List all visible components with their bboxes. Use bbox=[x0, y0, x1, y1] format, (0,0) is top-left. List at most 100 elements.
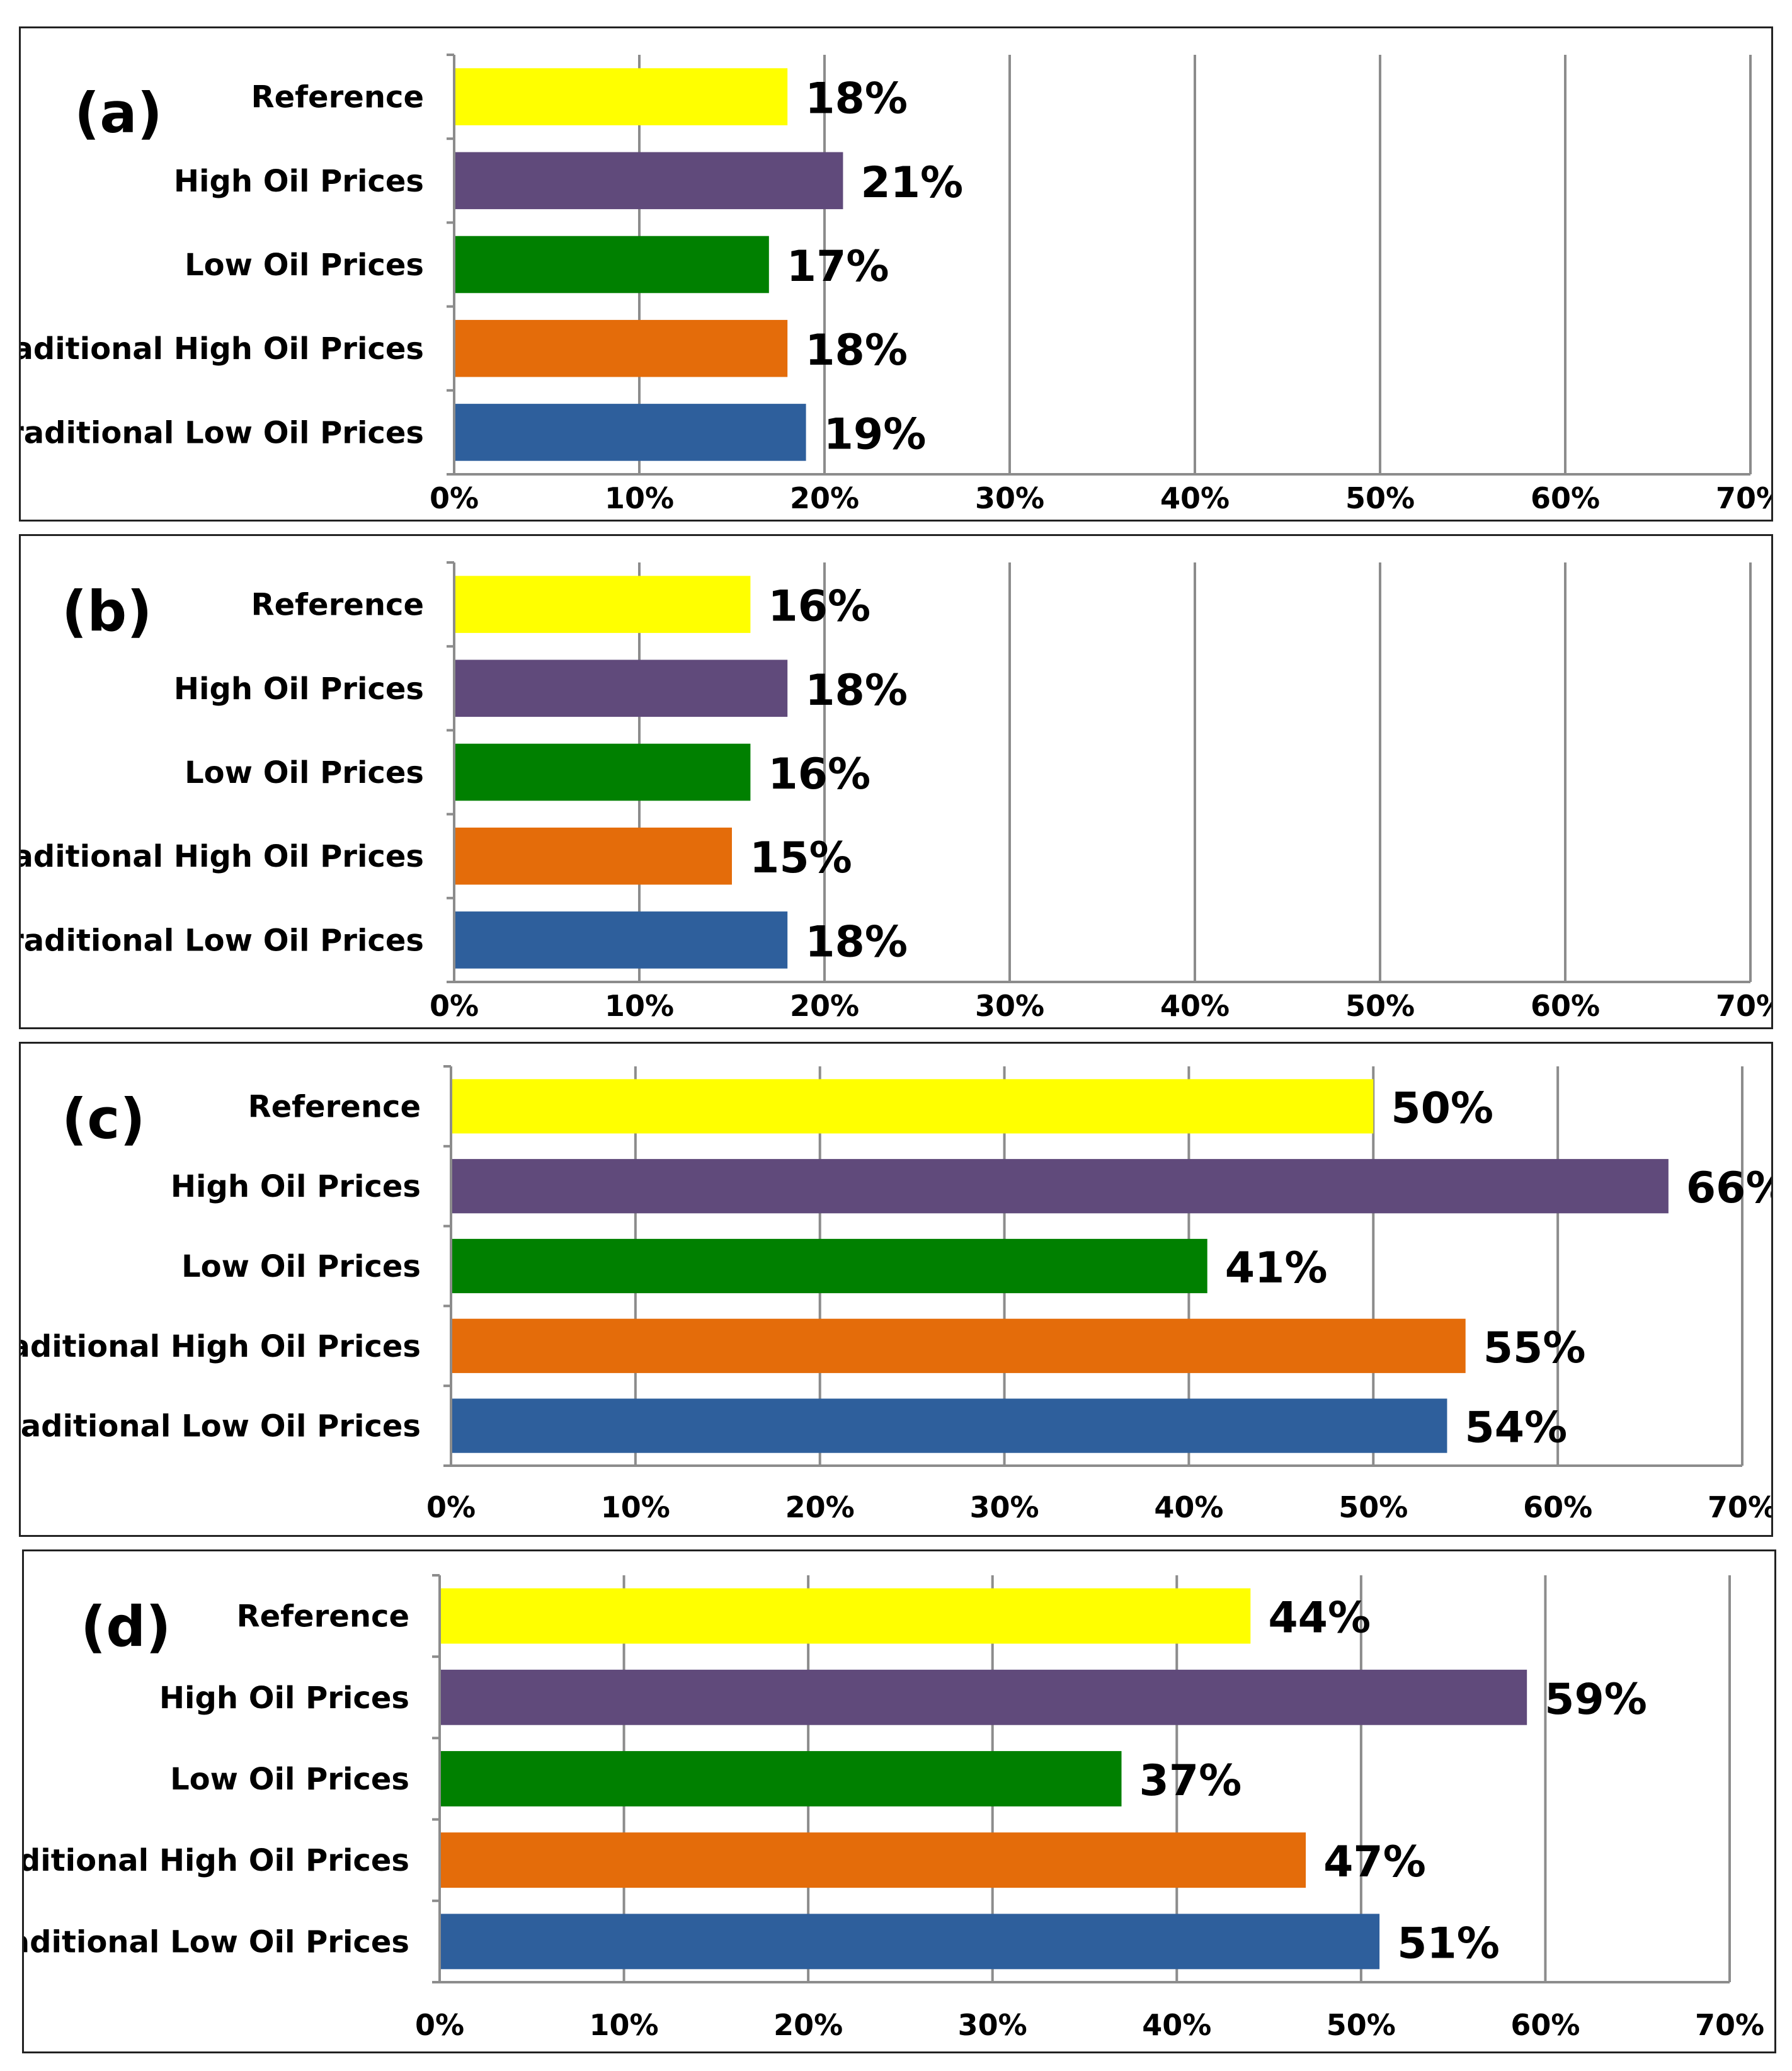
data-label: 59% bbox=[1544, 1675, 1647, 1725]
panel-label: (a) bbox=[74, 81, 163, 145]
data-label: 15% bbox=[750, 833, 852, 883]
chart-svg: 0% 10% 20% 30% 40% 50% 60% 70% Reference 16% High … bbox=[21, 561, 1771, 1023]
data-label: 17% bbox=[787, 242, 889, 292]
x-tick-label: 30% bbox=[958, 2008, 1027, 2042]
category-label: Traditional Low Oil Prices bbox=[24, 1924, 409, 1960]
x-tick-label: 30% bbox=[975, 989, 1044, 1023]
data-label: 18% bbox=[805, 666, 908, 716]
bar bbox=[455, 659, 788, 717]
bar bbox=[452, 1079, 1374, 1134]
category-label: High Oil Prices bbox=[174, 671, 424, 707]
panel-label: (b) bbox=[62, 579, 152, 644]
category-label: Reference bbox=[237, 1599, 409, 1635]
bar bbox=[455, 68, 788, 125]
x-tick-label: 40% bbox=[1160, 481, 1230, 515]
x-tick-label: 0% bbox=[415, 2008, 464, 2042]
category-label: Low Oil Prices bbox=[185, 755, 424, 790]
data-label: 51% bbox=[1397, 1919, 1500, 1968]
category-label: High Oil Prices bbox=[174, 164, 424, 199]
category-label: Traditional High Oil Prices bbox=[21, 331, 424, 367]
x-tick-label: 0% bbox=[430, 989, 479, 1023]
x-tick-label: 40% bbox=[1160, 989, 1230, 1023]
data-label: 18% bbox=[805, 326, 908, 375]
chart-svg: 0% 10% 20% 30% 40% 50% 60% 70% Reference 44% High … bbox=[24, 1574, 1764, 2042]
bar bbox=[455, 404, 806, 461]
x-tick-label: 20% bbox=[790, 989, 859, 1023]
x-tick-label: 70% bbox=[1708, 1490, 1771, 1524]
x-tick-label: 20% bbox=[790, 481, 859, 515]
bar bbox=[455, 152, 843, 210]
category-label: High Oil Prices bbox=[159, 1680, 409, 1716]
bar bbox=[441, 1751, 1122, 1806]
category-label: High Oil Prices bbox=[171, 1169, 421, 1204]
data-label: 16% bbox=[768, 582, 870, 632]
chart-panel: 0% 10% 20% 30% 40% 50% 60% 70% Reference 18% High … bbox=[19, 26, 1773, 522]
category-label: Traditional Low Oil Prices bbox=[21, 415, 424, 450]
category-label: Reference bbox=[251, 80, 424, 115]
category-label: Reference bbox=[248, 1089, 421, 1124]
x-tick-label: 40% bbox=[1142, 2008, 1211, 2042]
category-label: Reference bbox=[251, 588, 424, 623]
x-tick-label: 30% bbox=[970, 1490, 1039, 1524]
bar bbox=[455, 911, 788, 969]
bar bbox=[455, 576, 751, 633]
x-tick-label: 20% bbox=[785, 1490, 855, 1524]
chart-svg: 0% 10% 20% 30% 40% 50% 60% 70% Reference 50% High … bbox=[21, 1065, 1771, 1524]
category-label: Low Oil Prices bbox=[181, 1249, 421, 1284]
chart-panel: 0% 10% 20% 30% 40% 50% 60% 70% Reference 44% High … bbox=[22, 1549, 1776, 2053]
x-tick-label: 0% bbox=[426, 1490, 476, 1524]
chart-panel: 0% 10% 20% 30% 40% 50% 60% 70% Reference 50% High … bbox=[19, 1042, 1773, 1537]
bar bbox=[455, 236, 769, 294]
x-tick-label: 20% bbox=[773, 2008, 843, 2042]
x-tick-label: 60% bbox=[1510, 2008, 1580, 2042]
x-tick-label: 10% bbox=[590, 2008, 659, 2042]
x-tick-label: 50% bbox=[1345, 989, 1415, 1023]
bar bbox=[452, 1318, 1466, 1373]
category-label: Low Oil Prices bbox=[185, 248, 424, 283]
bar bbox=[452, 1238, 1207, 1294]
x-tick-label: 10% bbox=[605, 989, 674, 1023]
x-tick-label: 70% bbox=[1716, 989, 1771, 1023]
bar bbox=[452, 1398, 1447, 1453]
data-label: 19% bbox=[824, 409, 927, 459]
data-label: 55% bbox=[1483, 1323, 1586, 1373]
data-label: 18% bbox=[805, 74, 908, 124]
x-tick-label: 10% bbox=[601, 1490, 670, 1524]
data-label: 66% bbox=[1686, 1163, 1771, 1213]
x-tick-label: 50% bbox=[1327, 2008, 1396, 2042]
data-label: 21% bbox=[860, 158, 963, 208]
x-tick-label: 0% bbox=[430, 481, 479, 515]
bar bbox=[441, 1914, 1380, 1970]
x-tick-label: 50% bbox=[1345, 481, 1415, 515]
x-tick-label: 60% bbox=[1523, 1490, 1592, 1524]
x-tick-label: 70% bbox=[1695, 2008, 1764, 2042]
data-label: 18% bbox=[805, 917, 908, 967]
bar bbox=[455, 827, 732, 885]
category-label: Traditional Low Oil Prices bbox=[21, 1409, 421, 1444]
chart-panel: 0% 10% 20% 30% 40% 50% 60% 70% Reference 16% High … bbox=[19, 534, 1773, 1029]
category-label: Traditional High Oil Prices bbox=[24, 1843, 409, 1878]
panel-label: (c) bbox=[62, 1087, 146, 1151]
data-label: 54% bbox=[1464, 1403, 1567, 1453]
data-label: 41% bbox=[1225, 1243, 1328, 1293]
category-label: Traditional Low Oil Prices bbox=[21, 923, 424, 958]
data-label: 47% bbox=[1323, 1837, 1426, 1887]
bar bbox=[441, 1669, 1527, 1725]
data-label: 44% bbox=[1268, 1594, 1371, 1643]
category-label: Low Oil Prices bbox=[170, 1762, 409, 1797]
bar bbox=[452, 1159, 1669, 1214]
data-label: 16% bbox=[768, 750, 870, 799]
bar bbox=[441, 1832, 1306, 1888]
data-label: 50% bbox=[1391, 1083, 1493, 1133]
panel-label: (d) bbox=[81, 1594, 171, 1659]
x-tick-label: 60% bbox=[1531, 481, 1600, 515]
x-tick-label: 50% bbox=[1338, 1490, 1408, 1524]
x-tick-label: 70% bbox=[1716, 481, 1771, 515]
bar bbox=[455, 319, 788, 377]
category-label: Traditional High Oil Prices bbox=[21, 839, 424, 874]
data-label: 37% bbox=[1139, 1756, 1242, 1806]
bar bbox=[441, 1588, 1251, 1644]
x-tick-label: 10% bbox=[605, 481, 674, 515]
x-tick-label: 30% bbox=[975, 481, 1044, 515]
chart-svg: 0% 10% 20% 30% 40% 50% 60% 70% Reference 18% High … bbox=[21, 54, 1771, 515]
